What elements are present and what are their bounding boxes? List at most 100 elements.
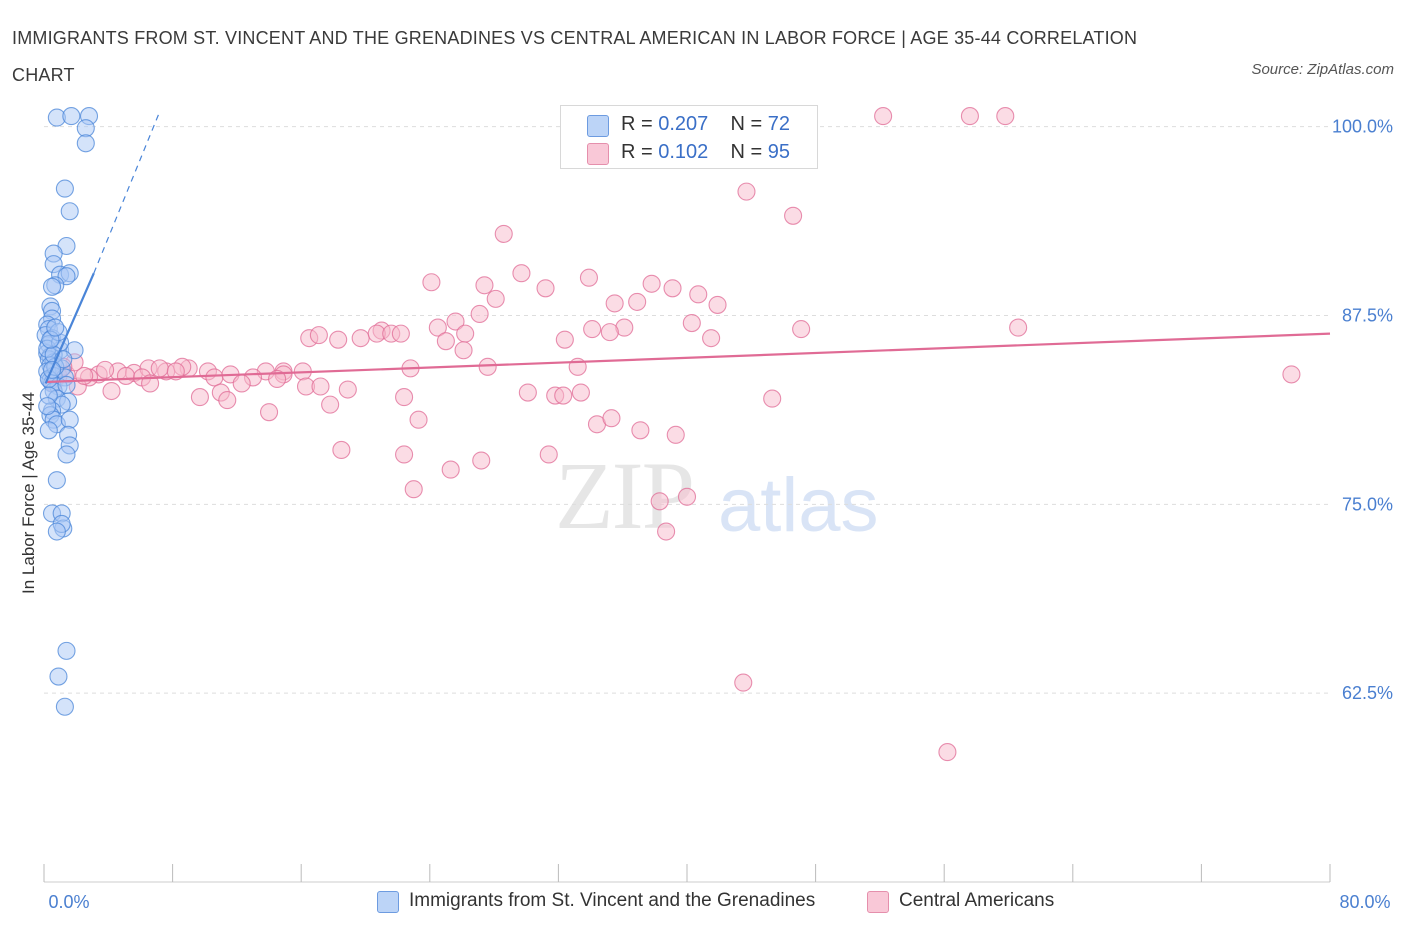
data-point [663,279,682,298]
data-point [571,383,590,402]
data-point [996,107,1015,126]
data-point [677,487,697,506]
data-point [1009,318,1028,337]
axes [43,864,1331,883]
data-point [579,268,598,287]
data-point [602,409,621,428]
data-point [116,366,136,385]
correlation-legend: R = 0.207 N = 72 R = 0.102 N = 95 [560,105,818,169]
y-axis-label: In Labor Force | Age 35-44 [19,392,38,594]
data-point [39,421,58,440]
y-tick-label: 87.5% [1342,305,1393,325]
data-point [321,395,340,414]
data-point [446,312,465,331]
data-point [792,320,811,339]
x-tick-label: 80.0% [1339,892,1390,912]
data-point [428,318,447,337]
data-point [960,107,979,126]
trend-line-central-americans [45,332,1331,384]
legend-n-value: 72 [767,113,791,135]
data-point [404,480,423,499]
data-point [682,313,701,333]
legend-n-label: N = [730,141,768,163]
data-point [338,380,357,399]
y-tick-label: 75.0% [1342,494,1393,514]
data-point [708,295,727,314]
data-point [454,341,473,360]
data-point [600,323,619,342]
data-point [470,304,489,324]
legend-swatch-blue [377,891,399,913]
trend-line-st-vincent-extension [93,111,161,274]
data-point [57,445,76,464]
data-point [689,285,708,304]
data-point [46,318,65,337]
data-point [486,289,505,308]
data-point [472,451,491,470]
series-central-americans [44,107,1301,762]
data-point [737,182,756,201]
data-point [150,359,169,378]
data-point [436,332,455,351]
data-point [218,391,237,410]
data-point [232,374,251,393]
data-point [666,425,685,444]
data-point [478,357,497,376]
data-point [42,277,62,296]
data-point [76,134,95,153]
data-point [190,388,209,407]
chart-title: IMMIGRANTS FROM ST. VINCENT AND THE GREN… [12,28,1138,85]
data-point [555,330,574,349]
data-point [518,383,537,402]
legend-r-value: 0.207 [658,113,709,135]
grid-lines [44,126,1330,694]
legend-r-value: 0.102 [658,141,709,163]
data-point [512,264,531,283]
legend-r-label: R = [621,113,659,135]
data-point [441,460,460,479]
data-point [539,445,558,464]
data-point [57,641,76,660]
data-point [631,421,650,440]
data-point [650,492,669,511]
data-point [102,381,121,401]
data-point [49,667,68,686]
axis-labels: 62.5% 75.0% 87.5% 100.0% 0.0% 80.0% In Labor F… [19,117,1393,912]
legend-swatch-pink [867,891,889,913]
series-st-vincent [36,107,99,716]
data-point [55,697,74,716]
data-point [494,224,513,243]
trend-lines [44,111,1331,384]
data-point [76,119,95,138]
data-point [734,673,753,692]
data-point [874,107,893,126]
data-point [351,329,370,348]
data-point [657,522,676,541]
data-point [62,107,81,126]
data-point [268,369,287,388]
data-point [205,368,224,387]
data-point [96,360,115,379]
data-point [583,320,602,339]
data-point [456,324,475,343]
data-point [475,276,494,295]
data-point [332,440,351,459]
data-point [409,410,428,429]
data-point [38,397,57,416]
data-point [938,743,957,762]
legend-label: Central Americans [899,890,1055,911]
data-point [309,326,328,345]
data-point [60,202,79,221]
data-point [1282,365,1301,384]
legend-label: Immigrants from St. Vincent and the Gren… [409,890,816,911]
watermark-atlas: atlas [718,463,879,548]
data-point [395,445,414,464]
data-point [329,330,348,349]
source-label: Source: ZipAtlas.com [1251,61,1394,78]
data-point [763,389,782,408]
data-point [702,329,721,348]
y-tick-label: 62.5% [1342,683,1393,703]
legend-n-value: 95 [767,141,791,163]
data-point [311,377,330,396]
data-point [605,294,624,313]
